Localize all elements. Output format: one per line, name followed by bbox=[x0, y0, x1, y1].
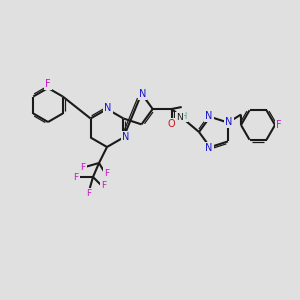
Text: N: N bbox=[122, 133, 129, 142]
Text: F: F bbox=[74, 172, 79, 182]
Text: N: N bbox=[104, 103, 112, 113]
Text: F: F bbox=[45, 79, 51, 89]
Text: F: F bbox=[101, 181, 106, 190]
Text: F: F bbox=[80, 163, 86, 172]
Text: H: H bbox=[180, 112, 187, 121]
Text: F: F bbox=[276, 120, 282, 130]
Text: N: N bbox=[139, 88, 146, 99]
Text: N: N bbox=[206, 143, 213, 153]
Text: F: F bbox=[86, 190, 92, 199]
Text: N: N bbox=[206, 111, 213, 121]
Text: N: N bbox=[225, 117, 233, 127]
Text: N: N bbox=[176, 113, 183, 122]
Text: O: O bbox=[168, 119, 176, 129]
Text: F: F bbox=[104, 169, 110, 178]
